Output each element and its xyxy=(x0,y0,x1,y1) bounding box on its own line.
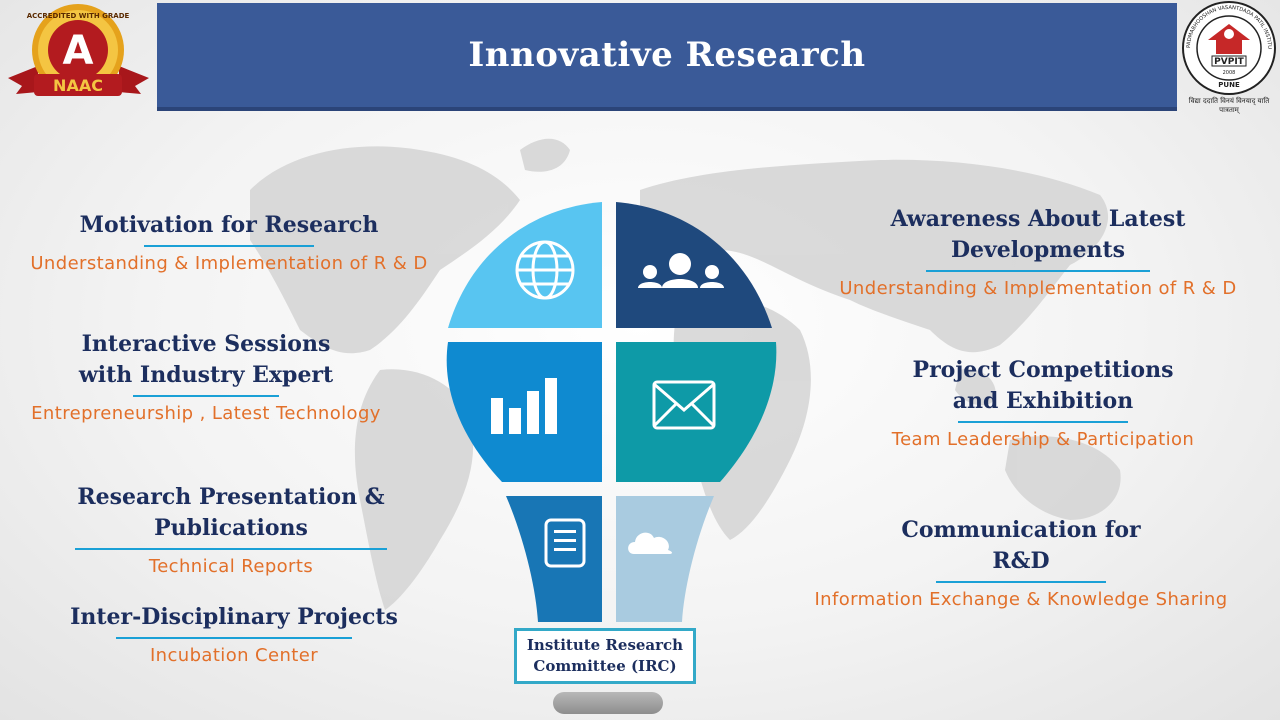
pvpit-motto: विद्या ददाति विनयं विनयाद् याति पात्रताम… xyxy=(1188,97,1270,114)
topic-title: Motivation for Research xyxy=(79,212,379,238)
underline xyxy=(936,581,1106,583)
pvpit-logo: PVPIT 2008 PUNE PADMABHOOSHAN VASANTDADA… xyxy=(1175,0,1280,114)
segment-globe xyxy=(448,202,602,328)
globe-icon xyxy=(515,240,575,300)
pvpit-city: PUNE xyxy=(1218,81,1240,89)
topic-communication: Communication for R&D Information Exchan… xyxy=(785,515,1257,610)
topic-subtitle: Technical Reports xyxy=(148,556,314,577)
underline xyxy=(926,270,1150,272)
segment-chart xyxy=(446,342,602,482)
irc-line2: Committee (IRC) xyxy=(533,657,677,675)
pvpit-year: 2008 xyxy=(1223,70,1236,76)
topic-title-line1: Awareness About Latest xyxy=(890,206,1186,232)
underline xyxy=(75,548,387,550)
topic-project-competitions: Project Competitions and Exhibition Team… xyxy=(800,355,1280,450)
document-icon xyxy=(544,518,586,568)
topic-title-line1: Project Competitions xyxy=(912,357,1174,383)
segment-envelope xyxy=(616,342,777,482)
topic-interactive-sessions: Interactive Sessions with Industry Exper… xyxy=(0,329,412,424)
segment-people xyxy=(616,202,772,328)
topic-research-presentation: Research Presentation & Publications Tec… xyxy=(0,482,462,577)
bulb-base xyxy=(553,692,663,714)
naac-logo: A NAAC ACCREDITED WITH GRADE xyxy=(0,0,157,108)
topic-title: Research Presentation & Publications xyxy=(77,484,385,541)
ring-text: ACCREDITED WITH GRADE xyxy=(27,12,130,20)
topic-title-line2: Developments xyxy=(950,237,1126,263)
lightbulb-infographic xyxy=(446,202,777,622)
bar-chart-icon xyxy=(491,378,557,434)
topic-title-line2: and Exhibition xyxy=(952,388,1134,414)
topic-subtitle: Understanding & Implementation of R & D xyxy=(839,278,1237,299)
segment-cloud xyxy=(616,496,714,622)
page-title: Innovative Research xyxy=(468,35,866,75)
topic-subtitle: Incubation Center xyxy=(149,645,319,666)
underline xyxy=(958,421,1128,423)
envelope-icon xyxy=(652,380,716,430)
people-icon xyxy=(638,253,724,288)
underline xyxy=(116,637,352,639)
pvpit-abbr: PVPIT xyxy=(1214,57,1245,67)
irc-line1: Institute Research xyxy=(526,636,684,654)
cloud-icon xyxy=(628,532,672,554)
topic-title-line2: with Industry Expert xyxy=(78,362,334,388)
underline xyxy=(144,245,314,247)
topic-subtitle: Information Exchange & Knowledge Sharing xyxy=(814,589,1228,610)
topic-title-line2: R&D xyxy=(992,548,1050,574)
naac-text: NAAC xyxy=(53,76,103,95)
grade-letter: A xyxy=(63,28,94,74)
segment-document xyxy=(506,496,602,622)
irc-label-box: Institute Research Committee (IRC) xyxy=(514,628,696,684)
topic-motivation: Motivation for Research Understanding & … xyxy=(0,210,458,274)
underline xyxy=(133,395,279,397)
title-banner: Innovative Research xyxy=(157,3,1177,111)
topic-awareness: Awareness About Latest Developments Unde… xyxy=(780,204,1280,299)
topic-title-line1: Communication for xyxy=(901,517,1141,543)
topic-title: Inter-Disciplinary Projects xyxy=(70,604,398,630)
topic-subtitle: Team Leadership & Participation xyxy=(891,429,1195,450)
topic-inter-disciplinary: Inter-Disciplinary Projects Incubation C… xyxy=(0,602,468,666)
topic-title-line1: Interactive Sessions xyxy=(81,331,331,357)
topic-subtitle: Entrepreneurship , Latest Technology xyxy=(31,403,381,424)
topic-subtitle: Understanding & Implementation of R & D xyxy=(30,253,428,274)
